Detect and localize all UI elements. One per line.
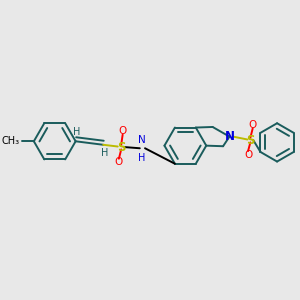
Text: H: H [138,154,146,164]
Text: N: N [224,130,235,143]
Text: O: O [244,150,252,160]
Text: H: H [74,127,81,137]
Text: O: O [118,126,127,136]
Text: O: O [249,120,257,130]
Text: S: S [117,141,125,154]
Text: N: N [138,135,146,146]
Text: O: O [115,157,123,167]
Text: CH₃: CH₃ [1,136,19,146]
Text: S: S [246,134,255,147]
Text: H: H [101,148,108,158]
